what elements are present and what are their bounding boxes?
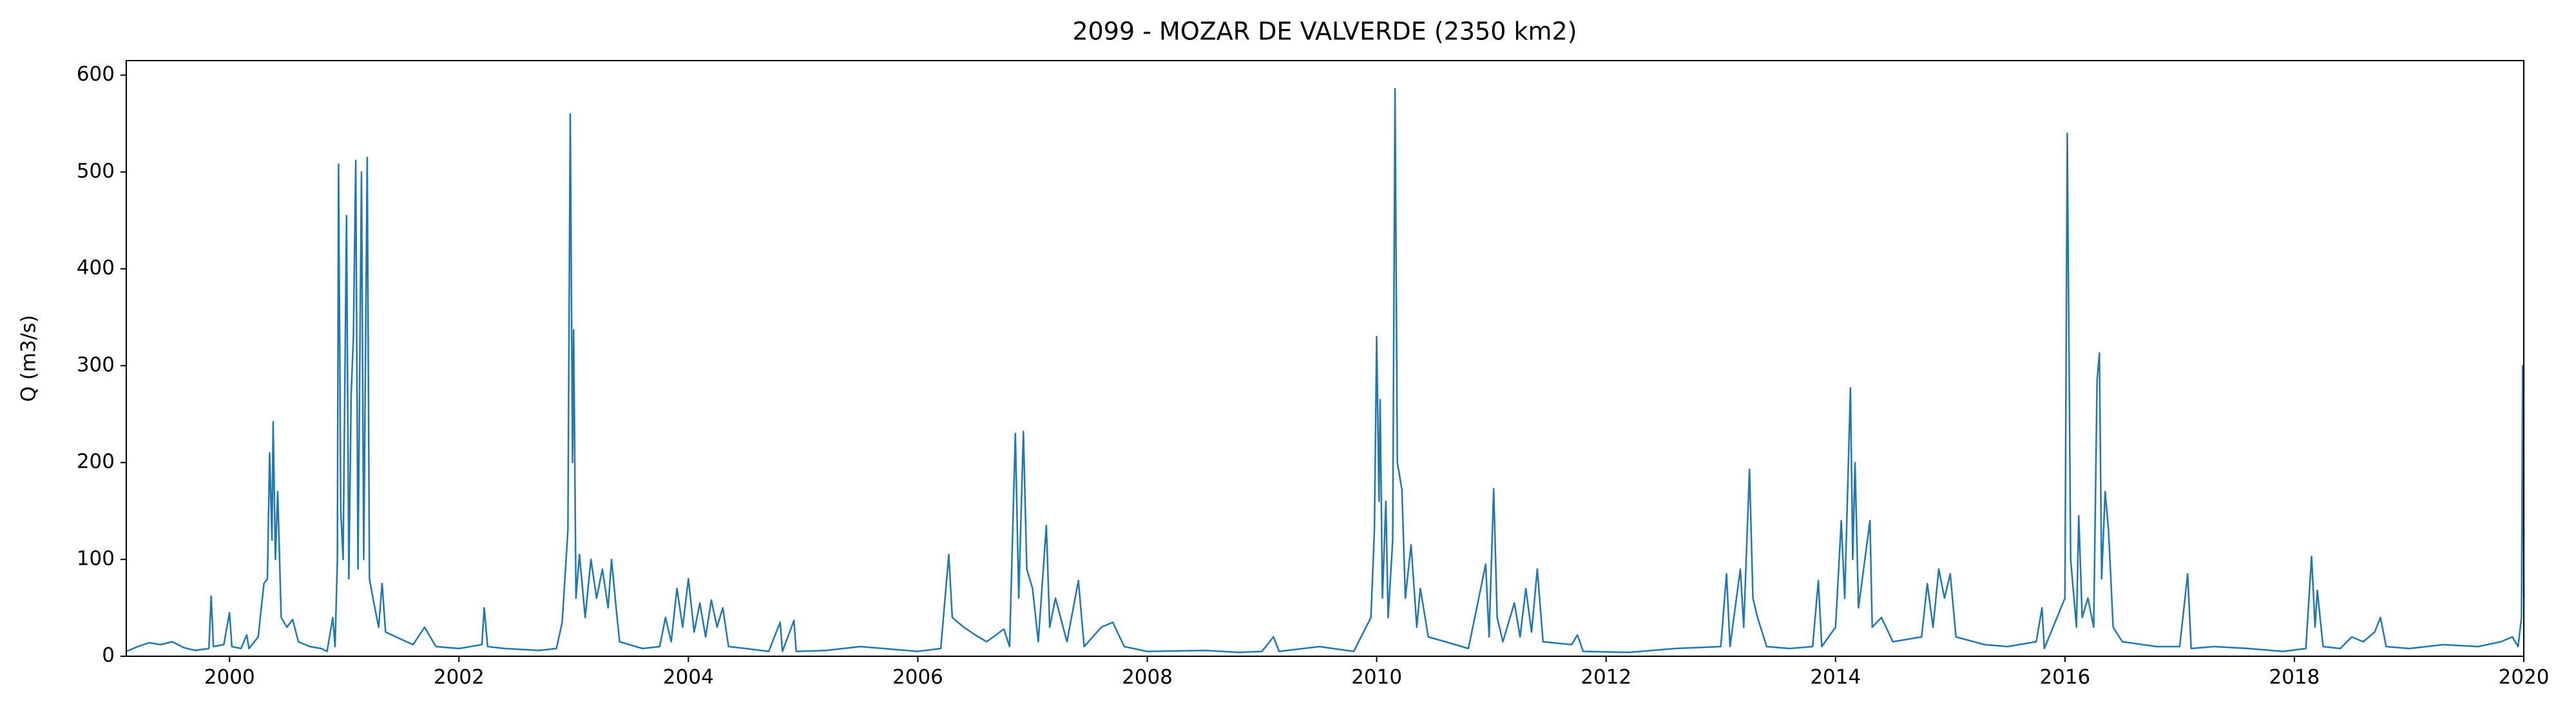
y-tick-label: 300 bbox=[77, 353, 115, 376]
x-tick-label: 2014 bbox=[1810, 666, 1861, 689]
x-tick-label: 2012 bbox=[1581, 666, 1631, 689]
x-tick-label: 2004 bbox=[663, 666, 714, 689]
x-tick-label: 2020 bbox=[2499, 666, 2550, 689]
x-tick-label: 2008 bbox=[1122, 666, 1173, 689]
y-tick-label: 500 bbox=[77, 159, 115, 182]
y-tick-label: 600 bbox=[77, 63, 115, 86]
x-tick-label: 2018 bbox=[2269, 666, 2320, 689]
plot-frame bbox=[126, 60, 2524, 657]
chart-title: 2099 - MOZAR DE VALVERDE (2350 km2) bbox=[1072, 17, 1577, 46]
series-line bbox=[126, 88, 2525, 654]
x-tick-label: 2016 bbox=[2039, 666, 2090, 689]
x-tick-label: 2002 bbox=[434, 666, 485, 689]
y-tick-label: 0 bbox=[102, 644, 115, 667]
x-tick-label: 2006 bbox=[892, 666, 943, 689]
x-tick-label: 2010 bbox=[1351, 666, 1402, 689]
y-tick-label: 100 bbox=[77, 547, 115, 570]
x-tick-label: 2000 bbox=[204, 666, 255, 689]
y-axis-label: Q (m3/s) bbox=[17, 315, 41, 402]
y-tick-label: 200 bbox=[77, 450, 115, 473]
y-tick-label: 400 bbox=[77, 257, 115, 280]
